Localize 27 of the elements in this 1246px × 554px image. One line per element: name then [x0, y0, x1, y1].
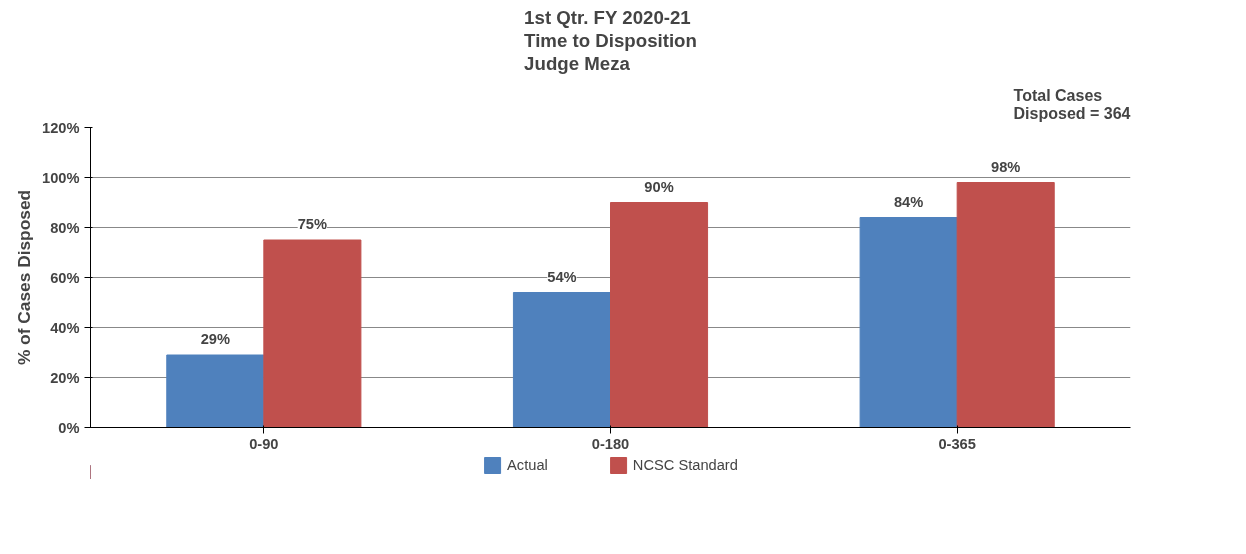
- legend-label: Actual: [507, 457, 548, 473]
- data-label: 54%: [547, 268, 577, 285]
- y-tick-label: 40%: [50, 319, 80, 336]
- y-tick-label: 80%: [50, 219, 80, 236]
- y-tick-label: 120%: [42, 119, 80, 136]
- chart-title: 1st Qtr. FY 2020-21 Time to Disposition Judge Meza: [524, 7, 697, 75]
- bar: [166, 354, 265, 428]
- bar: [956, 182, 1055, 428]
- bar: [859, 217, 958, 428]
- y-tick-label: 20%: [50, 369, 80, 386]
- y-axis-title: % of Cases Disposed: [14, 189, 35, 366]
- data-label: 75%: [297, 216, 328, 232]
- x-tick-label: 0-365: [938, 435, 976, 452]
- y-tick-label: 60%: [50, 269, 80, 286]
- bar: [512, 292, 611, 428]
- y-tick-label: 100%: [42, 169, 80, 186]
- legend-label: NCSC Standard: [632, 457, 738, 473]
- bar: [610, 202, 709, 428]
- data-label: 29%: [200, 331, 230, 347]
- y-tick-label: 0%: [58, 419, 80, 436]
- data-label: 84%: [893, 193, 924, 210]
- x-tick-label: 0-90: [249, 435, 279, 452]
- data-label: 90%: [644, 178, 674, 195]
- bar: [263, 239, 362, 428]
- text: Total Cases Disposed = 364: [1013, 86, 1131, 123]
- x-tick-label: 0-180: [591, 435, 630, 452]
- data-label: 98%: [991, 158, 1021, 175]
